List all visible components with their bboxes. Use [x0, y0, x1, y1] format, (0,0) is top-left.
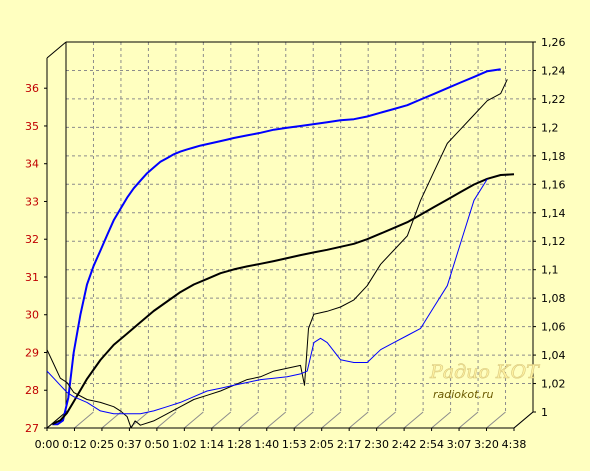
x-tick-label: 1:53 [282, 438, 307, 451]
watermark: Радио КОТ radiokot.ru [429, 361, 541, 401]
right-tick-label: 1,14 [541, 207, 566, 220]
frame-edge [46, 41, 67, 59]
floor-depth-line [431, 411, 451, 429]
x-tick-label: 0:25 [90, 438, 115, 451]
floor-depth-line [348, 411, 369, 429]
x-tick-label: 2:17 [337, 438, 362, 451]
right-tick-label: 1,18 [541, 150, 566, 163]
right-tick-label: 1,02 [541, 378, 566, 391]
watermark-logo-title: Радио КОТ [429, 361, 540, 383]
floor-depth-line [403, 411, 424, 429]
left-tick-label: 33 [25, 195, 39, 208]
series-line-2 [51, 173, 515, 426]
right-tick-label: 1,12 [541, 235, 566, 248]
x-tick-label: 2:05 [309, 438, 334, 451]
left-tick-label: 32 [25, 233, 39, 246]
x-tick-label: 2:42 [392, 438, 417, 451]
right-tick-label: 1,16 [541, 178, 566, 191]
floor-depth-line [238, 411, 259, 429]
right-tick-label: 1 [541, 406, 548, 419]
watermark-logo-url: radiokot.ru [433, 388, 493, 401]
series-line-3 [46, 79, 508, 429]
x-tick-label: 0:00 [35, 438, 60, 451]
x-tick-label: 4:38 [502, 438, 527, 451]
x-tick-label: 2:30 [364, 438, 389, 451]
plot-frame [46, 41, 534, 429]
series-group [46, 68, 515, 429]
right-tick-label: 1,06 [541, 321, 566, 334]
x-tick-label: 0:12 [62, 438, 87, 451]
x-tick-label: 1:28 [227, 438, 252, 451]
left-tick-label: 31 [25, 271, 39, 284]
right-tick-label: 1,04 [541, 349, 566, 362]
x-tick-label: 1:14 [199, 438, 224, 451]
floor-depth-line [486, 411, 506, 429]
right-tick-label: 1,1 [541, 264, 559, 277]
right-tick-label: 1,2 [541, 121, 559, 134]
left-tick-label: 27 [25, 422, 39, 435]
left-tick-label: 28 [25, 384, 39, 397]
tick-labels: 27 28 29 30 31 32 33 34 35 36 1 1,02 1,04 1,06 1,08 1,1… [25, 36, 566, 451]
x-tick-label: 3:07 [447, 438, 472, 451]
x-tick-label: 1:40 [254, 438, 279, 451]
floor-depth-line [321, 411, 342, 429]
right-tick-label: 1,24 [541, 64, 566, 77]
floor-depth-line [376, 411, 396, 429]
floor-depth-line [156, 411, 177, 429]
frame-edge [46, 411, 67, 429]
floor-depth-line [458, 411, 479, 429]
floor-depth-line [74, 411, 94, 429]
x-tick-label: 1:02 [172, 438, 197, 451]
left-tick-label: 35 [25, 120, 39, 133]
floor-depth-line [293, 411, 314, 429]
x-tick-label: 0:50 [145, 438, 170, 451]
right-tick-label: 1,08 [541, 292, 566, 305]
x-tick-label: 0:37 [117, 438, 142, 451]
floor-depth-line [101, 411, 122, 429]
floor-depth-line [184, 411, 204, 429]
series-line-4 [46, 178, 488, 415]
frame-edge [513, 411, 534, 429]
left-tick-label: 36 [25, 82, 39, 95]
x-tick-label: 3:20 [474, 438, 499, 451]
left-tick-label: 30 [25, 309, 39, 322]
x-tick-label: 2:54 [419, 438, 444, 451]
left-tick-label: 29 [25, 346, 39, 359]
right-tick-label: 1,26 [541, 36, 566, 49]
series-line-1 [52, 68, 501, 426]
floor-depth-line [211, 411, 232, 429]
floor-depth-line [266, 411, 287, 429]
left-tick-label: 34 [25, 158, 39, 171]
right-tick-label: 1,22 [541, 93, 566, 106]
